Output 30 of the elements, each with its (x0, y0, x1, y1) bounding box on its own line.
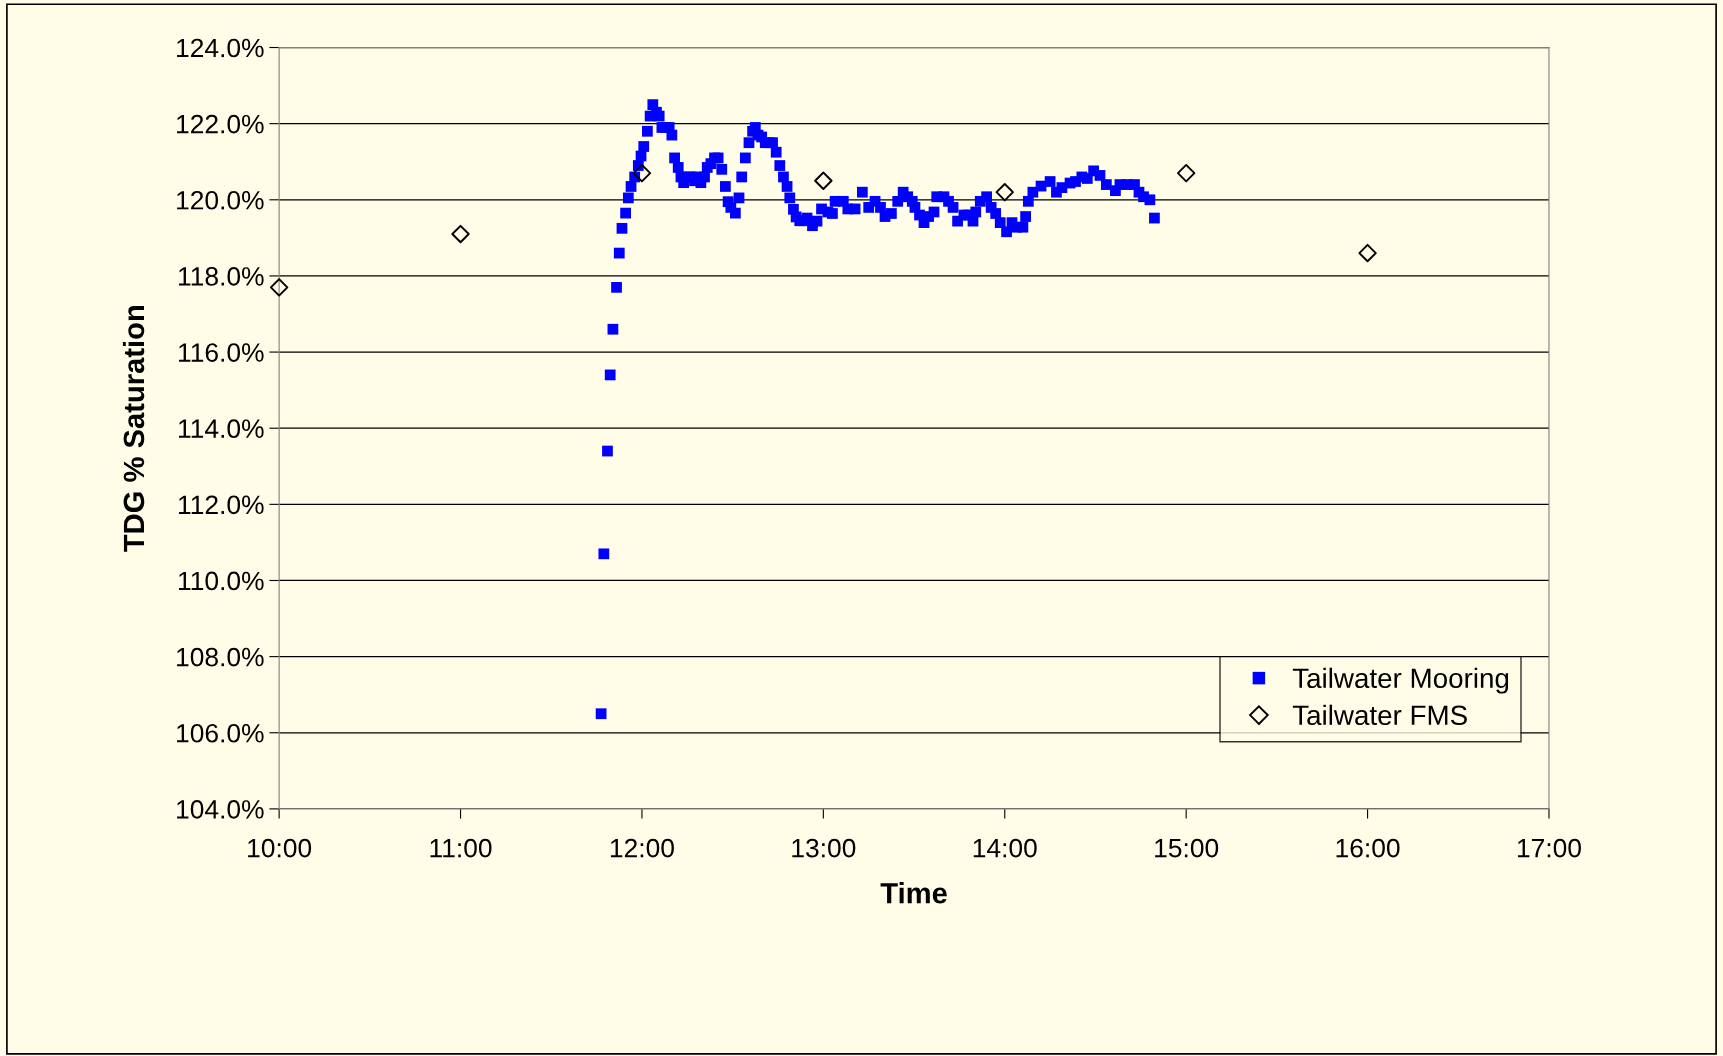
y-tick-label: 120.0% (177, 190, 264, 210)
point (632, 163, 652, 183)
y-tick-label: 118.0% (179, 267, 264, 286)
y-tick-label: 124.0% (177, 38, 264, 58)
point (269, 278, 289, 297)
x-tick-label: 17:00 (1517, 838, 1581, 858)
point (1176, 163, 1196, 183)
y-tick-label: 114.0% (179, 419, 264, 439)
y-tick-label: 110.0% (179, 571, 264, 591)
x-tick-label: 12:00 (610, 838, 674, 858)
point (1358, 243, 1377, 263)
legend-label: Tailwater FMS (1292, 704, 1467, 726)
point (814, 171, 833, 190)
y-tick-label: 116.0% (179, 343, 264, 362)
point (451, 224, 470, 244)
y-tick-label: 108.0% (177, 647, 264, 667)
x-tick-label: 16:00 (1336, 838, 1400, 858)
y-tick-label: 122.0% (177, 114, 264, 134)
y-axis-title: TDG % Saturation (122, 306, 145, 552)
point (995, 182, 1014, 202)
legend-label: Tailwater Mooring (1292, 667, 1509, 694)
x-tick-label: 15:00 (1155, 838, 1219, 858)
y-tick-label: 106.0% (177, 723, 264, 743)
y-tick-label: 104.0% (177, 800, 264, 819)
x-tick-label: 13:00 (792, 838, 856, 858)
y-tick-label: 112.0% (179, 495, 264, 515)
x-axis-title: Time (880, 882, 947, 904)
x-tick-label: 11:00 (430, 838, 492, 858)
x-tick-label: 14:00 (973, 838, 1037, 858)
x-tick-label: 10:00 (248, 838, 312, 858)
